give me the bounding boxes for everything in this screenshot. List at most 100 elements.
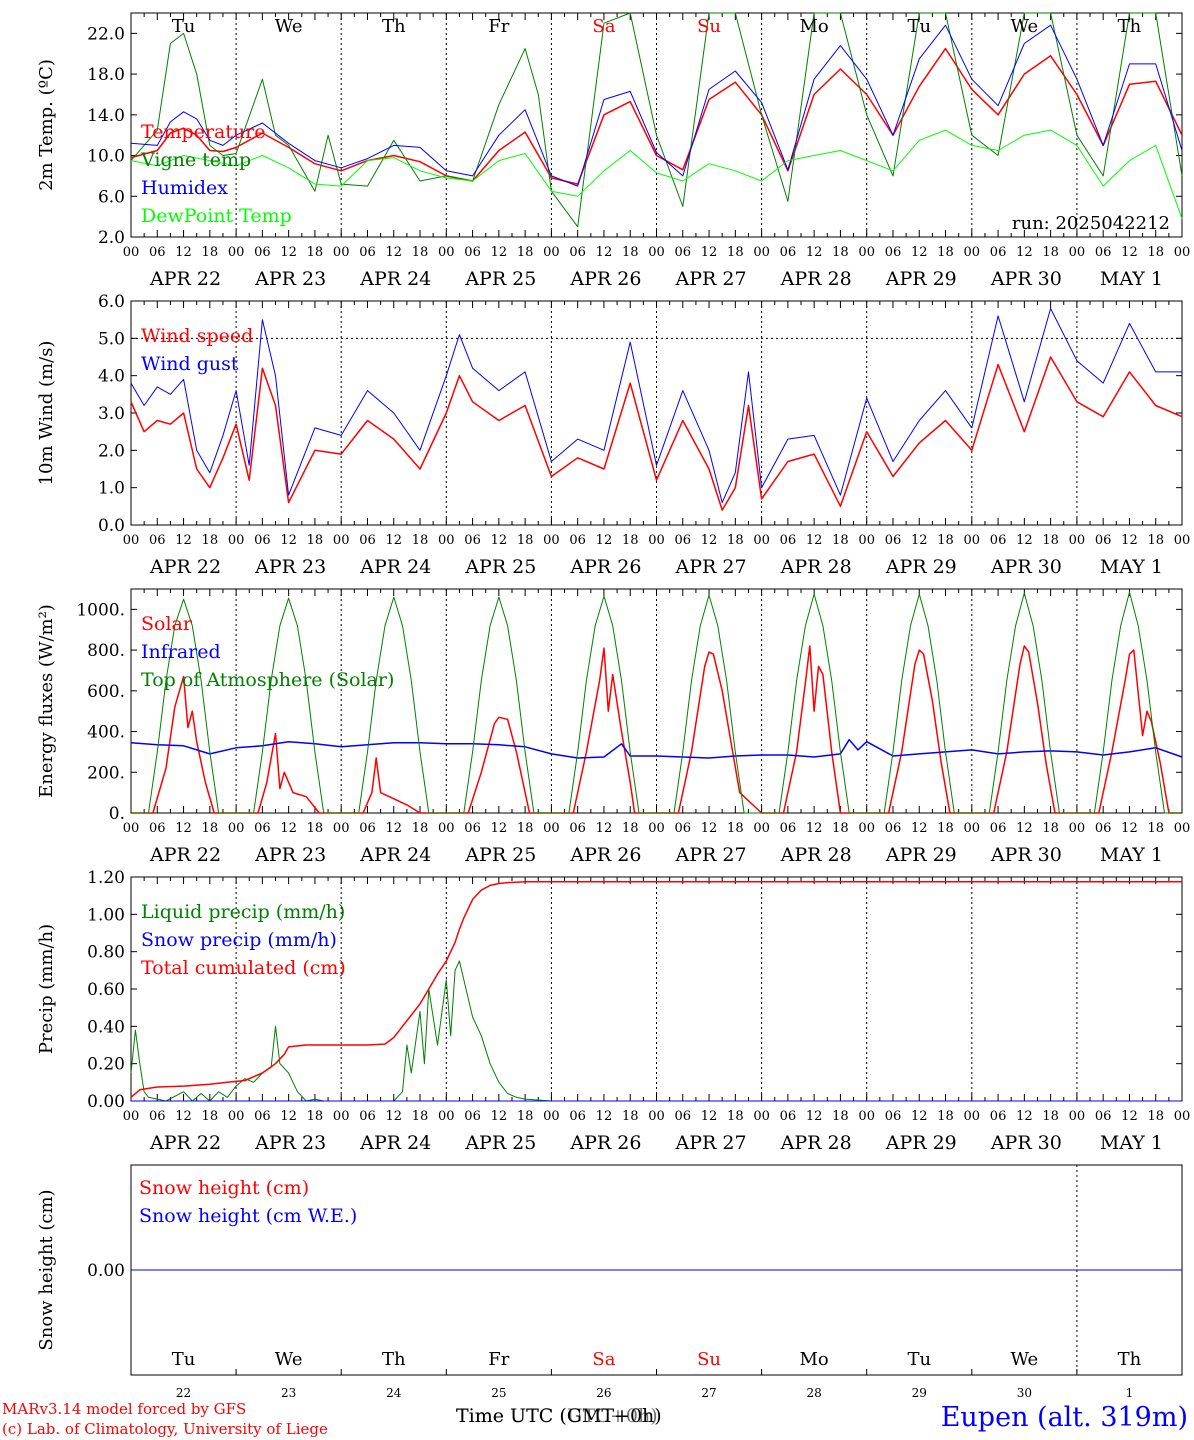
date-label: APR 23	[254, 844, 326, 866]
hour-tick-label: 00	[228, 533, 245, 548]
series-line-vigne-temp	[130, 12, 1183, 228]
date-label: APR 29	[885, 556, 957, 578]
weekday-label: Tu	[907, 1349, 931, 1370]
date-label: APR 28	[780, 844, 852, 866]
hour-tick-label: 06	[569, 245, 586, 260]
hour-tick-label: 18	[412, 533, 429, 548]
series-line-total-cumulated-cm-	[130, 880, 1182, 1098]
hour-tick-label: 06	[885, 245, 902, 260]
hour-tick-label: 06	[675, 1109, 692, 1124]
y-tick-label: 0.0	[98, 516, 125, 536]
hour-tick-label: 06	[254, 245, 271, 260]
legend-entry: Liquid precip (mm/h)	[141, 901, 345, 923]
hour-tick-label: 18	[1147, 533, 1164, 548]
weekday-label: Tu	[172, 16, 196, 37]
date-label: APR 26	[569, 556, 641, 578]
legend-entry: Wind speed	[141, 325, 253, 347]
hour-tick-label: 18	[832, 821, 849, 836]
day-number-label: 23	[281, 1386, 296, 1400]
hour-tick-label: 12	[806, 821, 823, 836]
hour-tick-label: 06	[675, 821, 692, 836]
y-axis-label-temp: 2m Temp. (ºC)	[36, 59, 57, 191]
weekday-label: Mo	[800, 1349, 829, 1370]
hour-tick-label: 06	[569, 1109, 586, 1124]
hour-tick-label: 12	[385, 1109, 402, 1124]
hour-tick-label: 12	[175, 1109, 192, 1124]
hour-tick-label: 18	[937, 245, 954, 260]
y-axis-label-energy: Energy fluxes (W/m²)	[36, 604, 57, 798]
weekday-label: Tu	[172, 1349, 196, 1370]
y-tick-label: 1.20	[87, 868, 125, 888]
hour-tick-label: 18	[307, 821, 324, 836]
hour-tick-label: 18	[307, 533, 324, 548]
date-label: APR 25	[464, 844, 536, 866]
date-label: APR 28	[780, 268, 852, 290]
weekday-label: Fr	[488, 16, 509, 37]
hour-tick-label: 12	[596, 533, 613, 548]
y-tick-label: 400.	[87, 723, 125, 743]
day-number-label: 30	[1017, 1386, 1032, 1400]
hour-tick-label: 06	[149, 821, 166, 836]
hour-tick-label: 06	[885, 533, 902, 548]
hour-tick-label: 06	[675, 245, 692, 260]
y-tick-label: 14.0	[87, 106, 125, 126]
y-tick-label: 22.0	[87, 24, 125, 44]
hour-tick-label: 00	[123, 245, 140, 260]
hour-ticks	[130, 589, 1183, 813]
hour-tick-label: 18	[202, 821, 219, 836]
weekday-label: We	[275, 16, 303, 37]
hour-tick-label: 18	[412, 245, 429, 260]
y-tick-label: 0.60	[87, 980, 125, 1000]
hour-tick-label: 00	[438, 533, 455, 548]
hour-tick-label: 12	[175, 245, 192, 260]
hour-tick-label: 06	[780, 245, 797, 260]
y-axis-label-text: Energy fluxes (W/m²)	[36, 604, 57, 798]
series-line-solar	[131, 645, 1182, 814]
hour-tick-label: 00	[1069, 821, 1086, 836]
hour-tick-label: 00	[333, 533, 350, 548]
y-tick-label: 0.80	[87, 943, 125, 963]
date-label: APR 22	[149, 844, 221, 866]
date-label: APR 29	[885, 1132, 957, 1154]
weekday-label: Tu	[907, 16, 931, 37]
hour-tick-label: 12	[911, 533, 928, 548]
hour-tick-label: 00	[964, 245, 981, 260]
y-tick-label: 1.0	[98, 479, 125, 499]
date-label: APR 22	[149, 268, 221, 290]
hour-tick-label: 06	[1095, 245, 1112, 260]
date-label: MAY 1	[1100, 268, 1163, 290]
hour-tick-label: 12	[491, 245, 508, 260]
hour-tick-label: 18	[307, 245, 324, 260]
hour-ticks	[130, 301, 1183, 525]
hour-tick-label: 00	[1174, 821, 1191, 836]
date-label: APR 24	[359, 268, 431, 290]
hour-tick-label: 18	[622, 245, 639, 260]
hour-tick-label: 00	[1174, 1109, 1191, 1124]
hour-tick-label: 12	[701, 245, 718, 260]
hour-tick-label: 06	[780, 533, 797, 548]
hour-tick-label: 18	[832, 1109, 849, 1124]
hour-tick-label: 00	[228, 1109, 245, 1124]
weekday-label: Th	[1118, 1349, 1142, 1370]
hour-tick-label: 18	[727, 245, 744, 260]
hour-tick-label: 18	[202, 533, 219, 548]
hour-tick-label: 06	[1095, 821, 1112, 836]
y-tick-label: 6.0	[98, 292, 125, 312]
weekday-label: We	[275, 1349, 303, 1370]
series-line-wind-gust	[130, 308, 1182, 504]
hour-tick-label: 00	[964, 1109, 981, 1124]
hour-tick-label: 18	[412, 1109, 429, 1124]
hour-tick-label: 06	[990, 245, 1007, 260]
hour-tick-label: 12	[491, 821, 508, 836]
hour-tick-label: 06	[464, 1109, 481, 1124]
hour-tick-label: 06	[149, 533, 166, 548]
hour-tick-label: 12	[1121, 245, 1138, 260]
day-number-label: 25	[491, 1386, 506, 1400]
hour-tick-label: 12	[1016, 533, 1033, 548]
y-tick-label: 0.00	[87, 1092, 125, 1112]
date-label: APR 25	[464, 268, 536, 290]
hour-tick-label: 00	[123, 1109, 140, 1124]
date-label: APR 28	[780, 1132, 852, 1154]
y-tick-label: 6.0	[98, 187, 125, 207]
y-tick-label: 600.	[87, 682, 125, 702]
